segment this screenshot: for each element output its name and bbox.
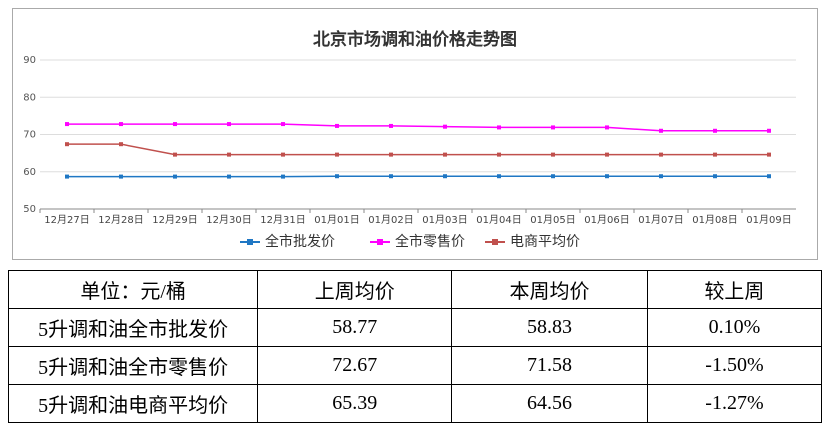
y-tick-label: 80 — [23, 92, 36, 103]
point-marker — [281, 152, 285, 157]
point-marker — [497, 152, 501, 157]
point-marker — [65, 174, 69, 179]
legend-label: 全市批发价 — [265, 233, 335, 250]
table-cell: 5升调和油全市零售价 — [7, 346, 259, 385]
point-marker — [335, 152, 339, 157]
chart-title: 北京市场调和油价格走势图 — [313, 29, 517, 50]
x-tick-label: 01月06日 — [584, 214, 629, 226]
table-cell: 0.10% — [646, 308, 823, 347]
table-row: 5升调和油电商平均价 65.39 64.56 -1.27% — [7, 384, 823, 423]
point-marker — [551, 152, 555, 157]
table-cell: 65.39 — [257, 384, 453, 423]
point-marker — [713, 174, 717, 179]
legend-marker — [377, 239, 383, 245]
point-marker — [227, 122, 231, 127]
point-marker — [767, 152, 771, 157]
point-marker — [659, 128, 663, 133]
point-marker — [659, 174, 663, 179]
point-marker — [605, 125, 609, 130]
point-marker — [767, 128, 771, 133]
point-marker — [659, 152, 663, 157]
x-tick-label: 01月01日 — [314, 214, 359, 226]
table-cell: 71.58 — [451, 346, 648, 385]
point-marker — [173, 174, 177, 179]
x-tick-label: 01月04日 — [476, 214, 521, 226]
point-marker — [551, 174, 555, 179]
table-row: 5升调和油全市批发价 58.77 58.83 0.10% — [7, 308, 823, 347]
table-cell: 单位：元/桶 — [7, 270, 259, 309]
table-cell: 58.83 — [451, 308, 648, 347]
y-tick-label: 60 — [23, 167, 36, 178]
x-tick-label: 01月02日 — [368, 214, 413, 226]
point-marker — [335, 174, 339, 179]
point-marker — [605, 174, 609, 179]
x-tick-label: 12月28日 — [98, 214, 143, 226]
point-marker — [227, 174, 231, 179]
x-tick-label: 01月03日 — [422, 214, 467, 226]
table-cell: 5升调和油电商平均价 — [7, 384, 259, 423]
table-cell: 5升调和油全市批发价 — [7, 308, 259, 347]
point-marker — [335, 123, 339, 128]
point-marker — [65, 142, 69, 147]
x-tick-label: 12月30日 — [206, 214, 251, 226]
x-tick-label: 01月08日 — [692, 214, 737, 226]
point-marker — [119, 122, 123, 127]
legend-marker — [492, 239, 498, 245]
point-marker — [497, 174, 501, 179]
legend-label: 全市零售价 — [395, 233, 465, 250]
table-cell: 58.77 — [257, 308, 453, 347]
series-line — [67, 143, 769, 156]
table-cell: -1.50% — [646, 346, 823, 385]
point-marker — [389, 174, 393, 179]
table-cell: 较上周 — [646, 270, 823, 309]
y-tick-label: 70 — [23, 130, 36, 141]
point-marker — [173, 122, 177, 127]
table-cell: -1.27% — [646, 384, 823, 423]
point-marker — [713, 128, 717, 133]
point-marker — [281, 174, 285, 179]
table-cell: 72.67 — [257, 346, 453, 385]
point-marker — [389, 123, 393, 128]
point-marker — [173, 152, 177, 157]
point-marker — [713, 152, 717, 157]
chart: 北京市场调和油价格走势图 50 60 70 80 90 12月27日 12月28日 12月29… — [23, 29, 796, 250]
legend-marker — [247, 239, 253, 245]
point-marker — [65, 122, 69, 127]
x-tick-label: 01月07日 — [638, 214, 683, 226]
point-marker — [551, 125, 555, 130]
x-tick-label: 12月31日 — [260, 214, 305, 226]
point-marker — [443, 124, 447, 129]
summary-table: 单位：元/桶 上周均价 本周均价 较上周 5升调和油全市批发价 58.77 58.83 0.1… — [7, 270, 823, 423]
y-tick-label: 90 — [23, 55, 36, 66]
point-marker — [119, 142, 123, 147]
x-tick-label: 12月29日 — [152, 214, 197, 226]
point-marker — [227, 152, 231, 157]
table-cell: 64.56 — [451, 384, 648, 423]
point-marker — [389, 152, 393, 157]
point-marker — [281, 122, 285, 127]
point-marker — [497, 125, 501, 130]
table-cell: 本周均价 — [451, 270, 648, 309]
point-marker — [767, 174, 771, 179]
legend-label: 电商平均价 — [510, 234, 580, 250]
point-marker — [443, 152, 447, 157]
table-header: 单位：元/桶 上周均价 本周均价 较上周 — [7, 270, 823, 309]
x-tick-label: 01月09日 — [746, 214, 791, 226]
table-cell: 上周均价 — [257, 270, 453, 309]
table-row: 5升调和油全市零售价 72.67 71.58 -1.50% — [7, 346, 823, 385]
x-tick-label: 01月05日 — [530, 214, 575, 226]
series-line — [67, 123, 769, 132]
x-tick-label: 12月27日 — [44, 214, 89, 226]
point-marker — [443, 174, 447, 179]
point-marker — [605, 152, 609, 157]
chart-frame — [12, 8, 818, 260]
y-tick-label: 50 — [23, 204, 36, 215]
point-marker — [119, 174, 123, 179]
